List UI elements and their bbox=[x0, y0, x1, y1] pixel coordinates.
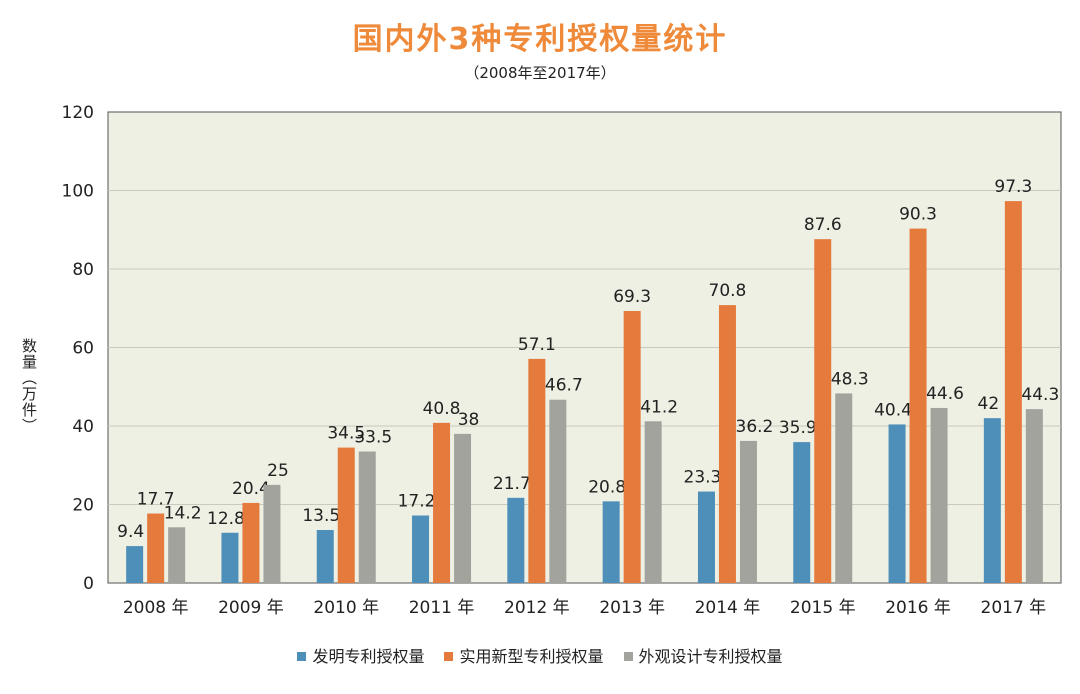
legend: 发明专利授权量 实用新型专利授权量 外观设计专利授权量 bbox=[0, 643, 1080, 667]
bar bbox=[602, 501, 620, 583]
x-tick-label: 2009 年 bbox=[218, 598, 284, 618]
data-label: 17.2 bbox=[398, 491, 436, 511]
bar bbox=[697, 491, 715, 583]
bar bbox=[739, 440, 757, 583]
bar bbox=[337, 447, 355, 583]
data-label: 20.4 bbox=[232, 479, 270, 499]
bar bbox=[909, 228, 927, 583]
bar bbox=[147, 513, 165, 583]
y-tick-label: 40 bbox=[72, 417, 94, 437]
data-label: 41.2 bbox=[640, 397, 678, 417]
data-label: 34.5 bbox=[327, 424, 365, 444]
chart-subtitle: （2008年至2017年） bbox=[464, 64, 616, 82]
bar bbox=[412, 515, 430, 583]
bar bbox=[718, 305, 736, 583]
data-label: 20.8 bbox=[588, 477, 626, 497]
bar bbox=[358, 451, 376, 583]
data-label: 21.7 bbox=[493, 474, 531, 494]
data-label: 48.3 bbox=[831, 369, 869, 389]
y-tick-label: 0 bbox=[83, 574, 94, 594]
bar bbox=[1004, 201, 1022, 583]
x-tick-label: 2015 年 bbox=[790, 598, 856, 618]
legend-label: 实用新型专利授权量 bbox=[459, 647, 604, 666]
x-tick-label: 2012 年 bbox=[504, 598, 570, 618]
x-tick-label: 2013 年 bbox=[599, 598, 665, 618]
legend-entry: 实用新型专利授权量 bbox=[444, 643, 604, 667]
x-tick-label: 2008 年 bbox=[123, 598, 189, 618]
data-label: 35.9 bbox=[779, 418, 817, 438]
y-axis-label: 数量（万件） bbox=[20, 338, 38, 434]
data-label: 23.3 bbox=[684, 468, 722, 488]
data-label: 90.3 bbox=[899, 205, 937, 225]
bar bbox=[835, 393, 853, 583]
bar bbox=[983, 418, 1001, 583]
x-tick-label: 2011 年 bbox=[409, 598, 475, 618]
bar bbox=[623, 310, 641, 583]
legend-swatch bbox=[623, 652, 633, 661]
y-tick-label: 80 bbox=[72, 260, 94, 280]
data-label: 44.3 bbox=[1021, 385, 1059, 405]
data-label: 12.8 bbox=[207, 509, 245, 529]
bar bbox=[930, 407, 948, 583]
bar bbox=[316, 530, 334, 583]
data-label: 36.2 bbox=[736, 417, 774, 437]
legend-entry: 发明专利授权量 bbox=[297, 643, 424, 667]
bar bbox=[263, 484, 281, 583]
x-tick-label: 2010 年 bbox=[313, 598, 379, 618]
bar bbox=[126, 546, 144, 583]
data-label: 14.2 bbox=[164, 503, 202, 523]
data-label: 42 bbox=[978, 394, 1000, 414]
y-tick-label: 120 bbox=[62, 103, 94, 123]
data-label: 97.3 bbox=[994, 177, 1032, 197]
data-label: 69.3 bbox=[613, 287, 651, 307]
data-label: 40.8 bbox=[423, 399, 461, 419]
data-label: 40.4 bbox=[874, 400, 912, 420]
data-label: 25 bbox=[267, 461, 289, 481]
legend-label: 外观设计专利授权量 bbox=[638, 647, 783, 666]
bar bbox=[1025, 409, 1043, 583]
data-label: 70.8 bbox=[709, 281, 747, 301]
x-tick-label: 2017 年 bbox=[981, 598, 1047, 618]
y-tick-label: 60 bbox=[72, 339, 94, 359]
bar bbox=[221, 532, 239, 583]
data-label: 57.1 bbox=[518, 335, 556, 355]
data-label: 44.6 bbox=[926, 384, 964, 404]
data-label: 87.6 bbox=[804, 215, 842, 235]
bar bbox=[644, 421, 662, 583]
legend-swatch bbox=[297, 652, 307, 661]
data-label: 46.7 bbox=[545, 376, 583, 396]
bar bbox=[888, 424, 906, 583]
bar bbox=[528, 358, 546, 583]
legend-entry: 外观设计专利授权量 bbox=[623, 643, 783, 667]
legend-label: 发明专利授权量 bbox=[312, 647, 425, 666]
legend-swatch bbox=[444, 652, 454, 661]
bar bbox=[168, 527, 186, 583]
x-tick-label: 2014 年 bbox=[695, 598, 761, 618]
chart-title: 国内外3种专利授权量统计 bbox=[352, 22, 728, 57]
bar bbox=[454, 433, 472, 583]
x-tick-label: 2016 年 bbox=[885, 598, 951, 618]
bar bbox=[549, 399, 567, 583]
bar bbox=[793, 442, 811, 583]
data-label: 38 bbox=[458, 410, 480, 430]
bar bbox=[507, 497, 525, 583]
data-label: 33.5 bbox=[354, 428, 392, 448]
bar bbox=[814, 239, 832, 584]
bar bbox=[433, 422, 451, 583]
data-label: 17.7 bbox=[137, 490, 175, 510]
bar bbox=[242, 502, 260, 583]
data-label: 9.4 bbox=[117, 522, 144, 542]
y-tick-label: 20 bbox=[72, 496, 94, 516]
data-label: 13.5 bbox=[302, 506, 340, 526]
y-tick-label: 100 bbox=[62, 182, 94, 202]
